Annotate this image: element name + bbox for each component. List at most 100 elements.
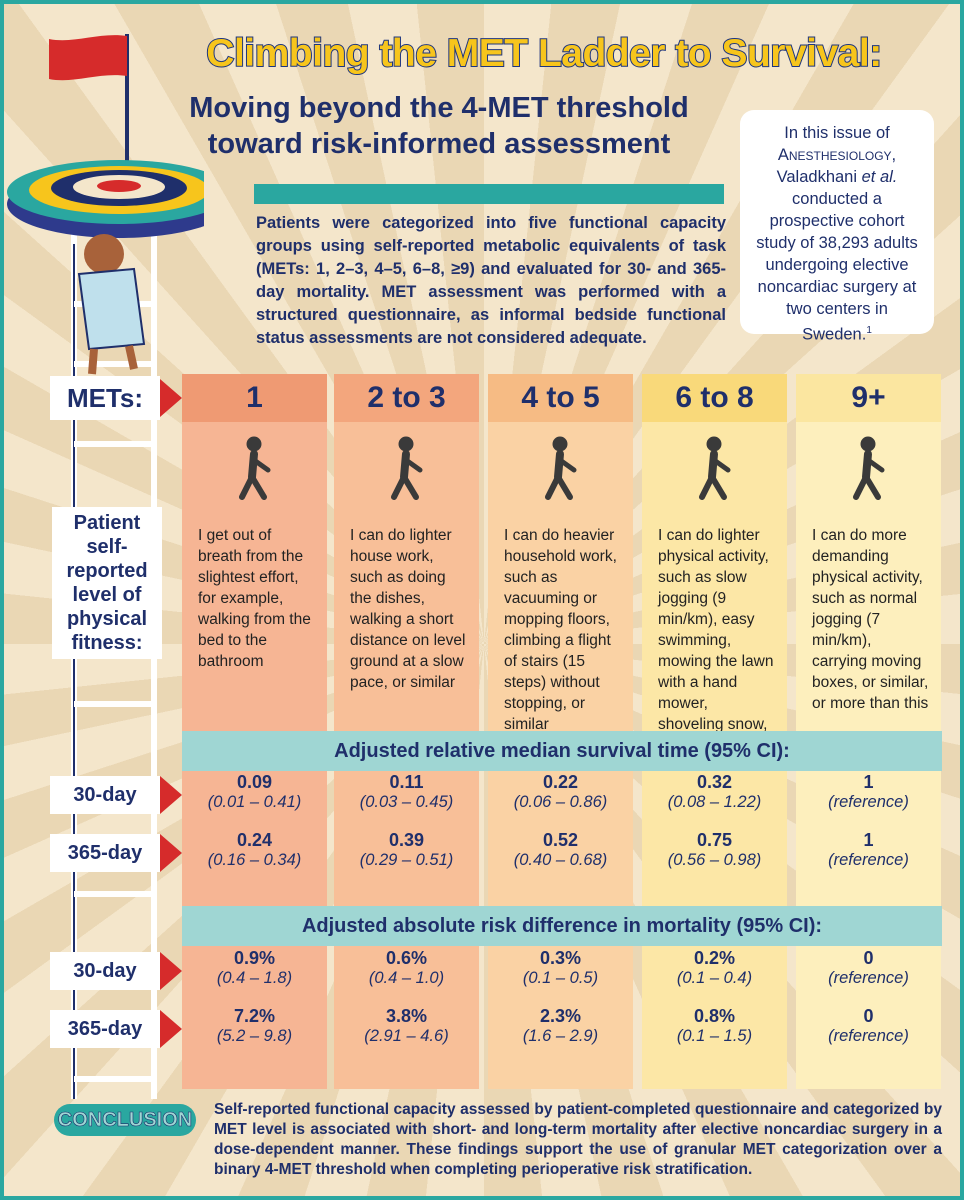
row-label: 365-day <box>50 1010 160 1048</box>
description: I get out of breath from the slightest e… <box>198 527 311 670</box>
confidence-interval: (0.06 – 0.86) <box>513 793 608 811</box>
title: Climbing the MET Ladder to Survival: <box>205 31 883 76</box>
ladder-illustration <box>7 34 204 1099</box>
result-cell: 0.11 (0.03 – 0.45) <box>334 772 479 812</box>
confidence-interval: (0.16 – 0.34) <box>207 851 302 869</box>
divider <box>254 184 724 204</box>
met-level: 9+ <box>796 374 941 422</box>
met-level: 1 <box>182 374 327 422</box>
confidence-interval: (0.01 – 0.41) <box>207 793 302 811</box>
confidence-interval: (reference) <box>828 851 909 869</box>
result-cell: 0.75 (0.56 – 0.98) <box>642 830 787 870</box>
estimate: 0.52 <box>542 830 579 850</box>
text: In this issue of <box>784 124 890 142</box>
confidence-interval: (0.1 – 0.5) <box>522 969 599 987</box>
estimate: 0.75 <box>696 830 733 850</box>
estimate: 0.09 <box>236 772 273 792</box>
estimate: 0.39 <box>388 830 425 850</box>
estimate: 1 <box>863 830 874 850</box>
activity-icon <box>545 436 577 500</box>
estimate: 3.8% <box>385 1006 428 1026</box>
description: I can do lighter house work, such as doi… <box>350 527 466 691</box>
row-label: METs: <box>50 376 160 420</box>
estimate: 0.11 <box>389 772 424 792</box>
subtitle: Moving beyond the 4-MET threshold <box>189 92 689 124</box>
subtitle: toward risk-informed assessment <box>207 128 671 160</box>
result-cell: 0.6% (0.4 – 1.0) <box>334 948 479 988</box>
estimate: 2.3% <box>539 1006 582 1026</box>
reference: 1 <box>866 325 872 336</box>
arrow <box>160 379 182 417</box>
row-label: 365-day <box>50 834 160 872</box>
result-cell: 7.2% (5.2 – 9.8) <box>182 1006 327 1046</box>
activity-icon <box>239 436 271 500</box>
description: I can do more demanding physical activit… <box>812 527 929 712</box>
description: I can do heavier household work, such as… <box>504 527 617 733</box>
estimate: 0.2% <box>693 948 736 968</box>
estimate: 7.2% <box>233 1006 276 1026</box>
confidence-interval: (reference) <box>828 969 909 987</box>
confidence-interval: (2.91 – 4.6) <box>364 1027 449 1045</box>
estimate: 0.3% <box>539 948 582 968</box>
confidence-interval: (1.6 – 2.9) <box>522 1027 599 1045</box>
met-level: 4 to 5 <box>488 374 633 422</box>
result-cell: 0.52 (0.40 – 0.68) <box>488 830 633 870</box>
conclusion-label: CONCLUSION <box>54 1104 196 1136</box>
result-cell: 0.09 (0.01 – 0.41) <box>182 772 327 812</box>
text: , Valadkhani <box>776 146 897 186</box>
intro-text: Patients were categorized into five func… <box>256 214 726 347</box>
estimate: 0 <box>863 1006 874 1026</box>
estimate: 0.32 <box>696 772 733 792</box>
arrow <box>160 834 182 872</box>
confidence-interval: (reference) <box>828 793 909 811</box>
confidence-interval: (0.08 – 1.22) <box>667 793 762 811</box>
confidence-interval: (0.29 – 0.51) <box>359 851 454 869</box>
conclusion-text: Self-reported functional capacity assess… <box>214 1101 942 1178</box>
confidence-interval: (0.1 – 0.4) <box>676 969 753 987</box>
estimate: 0.24 <box>236 830 273 850</box>
row-label: 30-day <box>50 952 160 990</box>
estimate: 0.22 <box>542 772 579 792</box>
result-cell: 0.39 (0.29 – 0.51) <box>334 830 479 870</box>
result-cell: 3.8% (2.91 – 4.6) <box>334 1006 479 1046</box>
result-cell: 0.8% (0.1 – 1.5) <box>642 1006 787 1046</box>
confidence-interval: (0.4 – 1.0) <box>368 969 445 987</box>
confidence-interval: (0.40 – 0.68) <box>513 851 608 869</box>
row-label: Patient self-reported level of physical … <box>52 507 162 659</box>
result-cell: 0.3% (0.1 – 0.5) <box>488 948 633 988</box>
estimate: 0.6% <box>385 948 428 968</box>
confidence-interval: (0.1 – 1.5) <box>676 1027 753 1045</box>
description: I can do lighter physical activity, such… <box>658 527 774 754</box>
journal-name: Anesthesiology <box>777 146 892 164</box>
sidebar: In this issue of Anesthesiology, Valadkh… <box>740 110 934 344</box>
row-label: 30-day <box>50 776 160 814</box>
estimate: 0 <box>863 948 874 968</box>
estimate: 0.8% <box>693 1006 736 1026</box>
section-heading: Adjusted absolute risk difference in mor… <box>182 906 942 946</box>
arrow <box>160 1010 182 1048</box>
result-cell: 0.22 (0.06 – 0.86) <box>488 772 633 812</box>
confidence-interval: (0.4 – 1.8) <box>216 969 293 987</box>
activity-icon <box>391 436 423 500</box>
result-cell: 0.32 (0.08 – 1.22) <box>642 772 787 812</box>
arrow <box>160 776 182 814</box>
result-cell: 0 (reference) <box>796 948 941 988</box>
result-cell: 0.9% (0.4 – 1.8) <box>182 948 327 988</box>
confidence-interval: (reference) <box>828 1027 909 1045</box>
result-cell: 0 (reference) <box>796 1006 941 1046</box>
arrow <box>160 952 182 990</box>
result-cell: 0.24 (0.16 – 0.34) <box>182 830 327 870</box>
result-cell: 2.3% (1.6 – 2.9) <box>488 1006 633 1046</box>
met-level: 6 to 8 <box>642 374 787 422</box>
met-level: 2 to 3 <box>334 374 479 422</box>
activity-icon <box>853 436 885 500</box>
activity-icon <box>699 436 731 500</box>
confidence-interval: (5.2 – 9.8) <box>216 1027 293 1045</box>
result-cell: 1 (reference) <box>796 830 941 870</box>
confidence-interval: (0.03 – 0.45) <box>359 793 454 811</box>
text: conducted a prospective cohort study of … <box>756 190 918 344</box>
result-cell: 1 (reference) <box>796 772 941 812</box>
section-heading: Adjusted relative median survival time (… <box>182 731 942 771</box>
estimate: 1 <box>863 772 874 792</box>
